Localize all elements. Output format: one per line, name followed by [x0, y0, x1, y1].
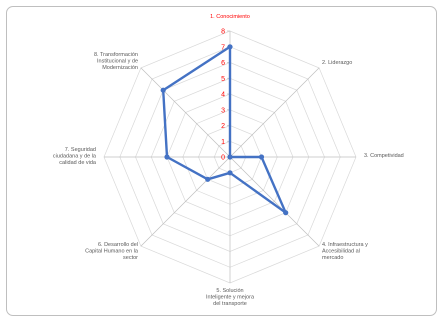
tick-label-4: 4	[221, 92, 225, 99]
data-point-5	[227, 170, 232, 175]
category-label-5: 5. Solución Inteligente y mejora del trans…	[206, 288, 255, 307]
data-point-3	[259, 154, 264, 159]
data-point-7	[164, 154, 169, 159]
data-point-4	[283, 210, 288, 215]
data-point-8	[161, 88, 166, 93]
tick-label-2: 2	[221, 123, 225, 130]
data-point-6	[205, 177, 210, 182]
tick-label-6: 6	[221, 60, 225, 67]
category-label-1: 1. Conocimiento	[210, 14, 250, 20]
data-point-1	[227, 44, 232, 49]
category-label-7: 7. Seguridad ciudadana y de la calidad de …	[53, 147, 97, 166]
tick-label-8: 8	[221, 29, 225, 36]
category-label-2: 2. Liderazgo	[322, 60, 352, 66]
tick-label-5: 5	[221, 76, 225, 83]
category-label-8: 8. Transformación Institucional y de Moder…	[94, 52, 138, 71]
tick-label-3: 3	[221, 107, 225, 114]
tick-label-0: 0	[221, 155, 225, 162]
category-label-4: 4. Infraestructura y Accesibilidad al merc…	[322, 242, 368, 261]
data-point-2	[227, 154, 232, 159]
category-label-6: 6. Desarrollo del Capital Humano en la sec…	[85, 242, 139, 261]
tick-label-1: 1	[221, 139, 225, 146]
category-label-3: 3. Competividad	[364, 153, 404, 159]
